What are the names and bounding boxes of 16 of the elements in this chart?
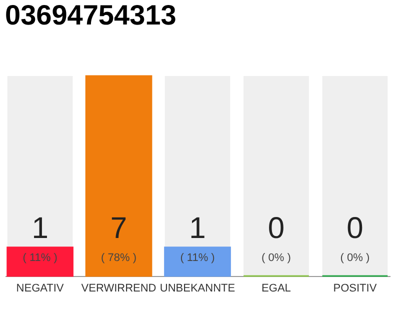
x-tick-label: VERWIRREND (81, 282, 156, 294)
x-tick-label: NEGATIV (16, 282, 64, 294)
x-tick-label: EGAL (262, 282, 291, 294)
annotation: ( 0% ) (340, 252, 370, 264)
data-label: 7 (110, 212, 128, 245)
annotation: ( 78% ) (101, 252, 136, 264)
x-tick-label: POSITIV (333, 282, 378, 294)
annotation: ( 0% ) (262, 252, 291, 264)
data-label: 1 (32, 212, 48, 245)
data-label: 0 (268, 212, 285, 245)
data-label: 0 (346, 212, 364, 245)
data-label: 1 (189, 212, 206, 245)
x-tick-label: UNBEKANNTE (160, 282, 236, 294)
annotation: ( 11% ) (180, 252, 215, 264)
chart-title: 03694754313 (5, 0, 176, 30)
annotation: ( 11% ) (22, 252, 58, 264)
